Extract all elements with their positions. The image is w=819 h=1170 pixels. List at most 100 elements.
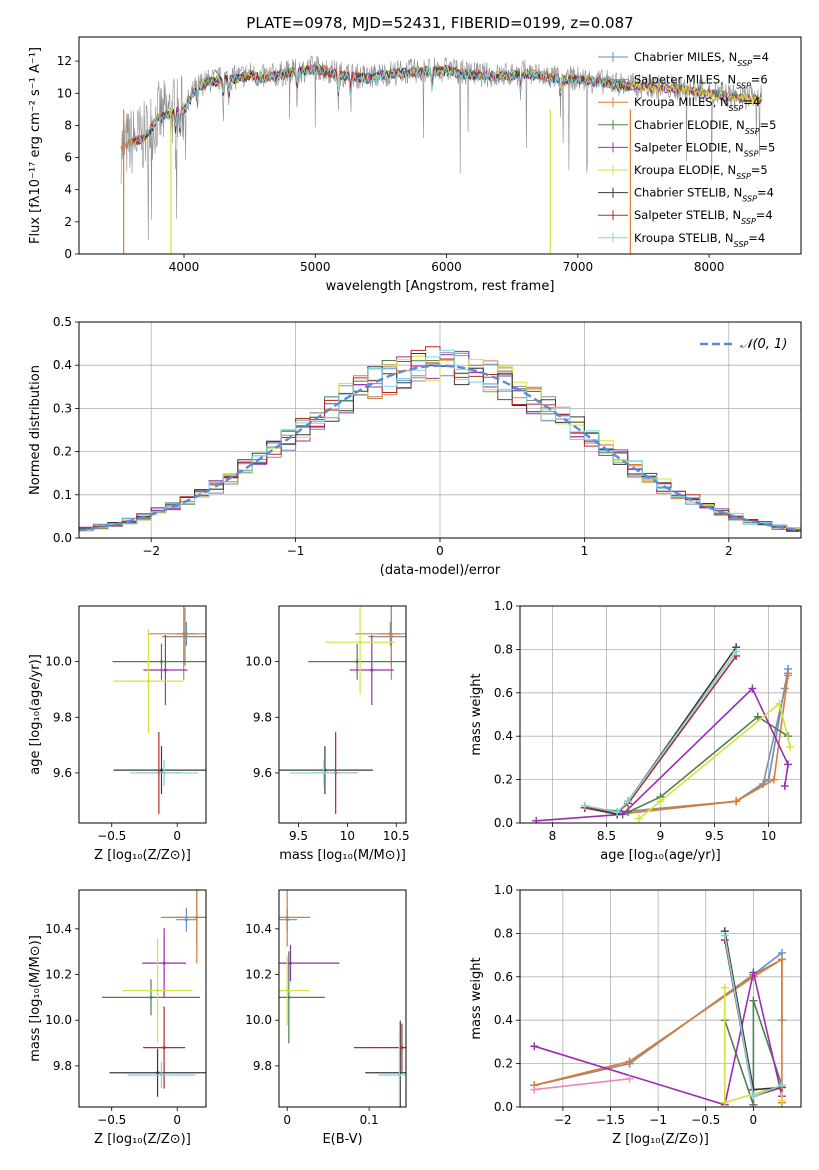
mass_vs_EBV-plot-area bbox=[279, 890, 406, 1107]
age_vs_Z-panel: −0.5 0 9.6 9.8 10.0 Z [log₁₀(Z/Z⊙)] age [log₁₀… bbox=[28, 605, 207, 863]
y-tick-label: 9.8 bbox=[253, 1059, 272, 1073]
x-tick-label: 0.1 bbox=[360, 1113, 379, 1127]
x-tick-label: 0 bbox=[436, 544, 444, 558]
axes-frame bbox=[519, 605, 802, 824]
y-tick-label: 9.6 bbox=[253, 766, 272, 780]
weight-marker bbox=[753, 712, 762, 721]
data-point bbox=[159, 1073, 163, 1077]
legend-entry: Kroupa ELODIE, NSSP=5 bbox=[634, 163, 768, 181]
weight-marker bbox=[749, 968, 758, 977]
weight-marker bbox=[748, 684, 757, 693]
y-tick-label: 0.2 bbox=[494, 1057, 513, 1071]
weight-marker bbox=[530, 1085, 539, 1094]
weight-marker bbox=[720, 1098, 729, 1107]
x-tick-label: 7000 bbox=[563, 260, 594, 274]
figure-title: PLATE=0978, MJD=52431, FIBERID=0199, z=0… bbox=[246, 14, 633, 32]
x-tick-label: 10 bbox=[340, 829, 355, 843]
y-tick-label: 6 bbox=[64, 151, 72, 165]
weight-marker bbox=[720, 931, 729, 940]
weight_vs_age-panel: 8 8.5 9 9.5 10 0.0 0.2 0.4 0.6 0.8 1.0 age [log₁₀(a… bbox=[469, 599, 802, 863]
data-point bbox=[397, 1073, 401, 1077]
axes-frame bbox=[519, 889, 802, 1108]
y-tick-label: 0.0 bbox=[53, 531, 72, 545]
data-point bbox=[322, 771, 326, 775]
weight-line bbox=[584, 715, 789, 813]
y-tick-label: 0.1 bbox=[53, 488, 72, 502]
weight-marker bbox=[786, 743, 795, 752]
weight-marker bbox=[532, 816, 541, 823]
y-tick-label: 0.2 bbox=[494, 773, 513, 787]
weight-marker bbox=[769, 775, 778, 784]
y-tick-label: 0.6 bbox=[494, 970, 513, 984]
weight-marker bbox=[780, 684, 789, 693]
x-tick-label: 9 bbox=[657, 829, 665, 843]
x-tick-label: 10.5 bbox=[383, 829, 410, 843]
legend-entry: Salpeter ELODIE, NSSP=5 bbox=[634, 140, 775, 158]
age_vs_Z-plot-area bbox=[112, 606, 206, 814]
x-axis-label: (data-model)/error bbox=[380, 563, 501, 578]
spectrum-panel: 4000 5000 6000 7000 8000 0 2 4 6 8 10 12 wavelength … bbox=[28, 36, 802, 294]
x-tick-label: 6000 bbox=[431, 260, 462, 274]
x-axis-label: Z [log₁₀(Z/Z⊙)] bbox=[94, 848, 191, 863]
data-point bbox=[195, 915, 199, 919]
weight-marker bbox=[613, 808, 622, 817]
data-point bbox=[162, 771, 166, 775]
model-spectrum-line bbox=[131, 63, 762, 143]
weight-marker bbox=[720, 983, 729, 992]
y-tick-label: 10.0 bbox=[45, 1013, 72, 1027]
y-tick-label: 10.2 bbox=[245, 968, 272, 982]
legend-entry: 𝒩(0, 1) bbox=[740, 337, 787, 352]
x-tick-label: 0 bbox=[173, 1113, 181, 1127]
y-tick-label: 9.8 bbox=[53, 710, 72, 724]
y-axis-label: age [log₁₀(age/yr)] bbox=[28, 654, 43, 775]
weight-marker bbox=[732, 797, 741, 806]
model-spectrum-line bbox=[131, 65, 631, 146]
y-axis-label: mass weight bbox=[469, 673, 484, 755]
data-point bbox=[162, 1046, 166, 1050]
x-axis-label: Z [log₁₀(Z/Z⊙)] bbox=[612, 1132, 709, 1147]
data-point bbox=[146, 679, 150, 683]
weight-marker bbox=[777, 1081, 786, 1090]
x-tick-label: 2 bbox=[725, 544, 733, 558]
legend-entry: Kroupa MILES, NSSP=4 bbox=[634, 95, 760, 113]
data-point bbox=[149, 995, 153, 999]
weight-marker bbox=[777, 1096, 786, 1105]
y-tick-label: 9.8 bbox=[53, 1059, 72, 1073]
mass_vs_EBV-panel: 0 0.1 9.8 10.0 10.2 10.4 E(B-V) bbox=[245, 889, 407, 1147]
data-point bbox=[288, 961, 292, 965]
weight-marker bbox=[530, 1042, 539, 1051]
y-tick-label: 0.5 bbox=[53, 315, 72, 329]
y-tick-label: 2 bbox=[64, 215, 72, 229]
data-point bbox=[358, 640, 362, 644]
y-axis-label: Flux [fλ10⁻¹⁷ erg cm⁻² s⁻¹ A⁻¹] bbox=[28, 47, 43, 244]
model-spectrum-line bbox=[131, 65, 631, 149]
axes-frame bbox=[78, 36, 802, 255]
weight-marker bbox=[784, 760, 793, 769]
weight-marker bbox=[784, 671, 793, 680]
histogram-step bbox=[79, 349, 801, 531]
weight-marker bbox=[732, 647, 741, 656]
y-tick-label: 0.2 bbox=[53, 445, 72, 459]
data-point bbox=[159, 660, 163, 664]
weight_vs_age-plot-area bbox=[532, 643, 795, 823]
data-point bbox=[162, 961, 166, 965]
x-tick-label: 8.5 bbox=[597, 829, 616, 843]
y-tick-label: 4 bbox=[64, 183, 72, 197]
y-tick-label: 12 bbox=[57, 54, 72, 68]
x-axis-label: Z [log₁₀(Z/Z⊙)] bbox=[94, 1132, 191, 1147]
y-tick-label: 10 bbox=[57, 86, 72, 100]
data-point bbox=[184, 918, 188, 922]
axes-frame bbox=[278, 889, 407, 1108]
age_vs_mass-panel: 9.5 10 10.5 9.6 9.8 10.0 mass [log₁₀(M/M⊙)] bbox=[245, 605, 410, 863]
axes-frame bbox=[78, 605, 207, 824]
weight_vs_Z-panel: −2 −1.5 −1 −0.5 0 0.0 0.2 0.4 0.6 0.8 1.0 Z [log₁₀(… bbox=[469, 883, 802, 1147]
x-tick-label: −1 bbox=[649, 1113, 667, 1127]
axes-frame bbox=[78, 889, 207, 1108]
weight-marker bbox=[749, 1100, 758, 1107]
y-tick-label: 9.8 bbox=[253, 710, 272, 724]
x-tick-label: 10 bbox=[761, 829, 776, 843]
y-tick-label: 0.4 bbox=[494, 1013, 513, 1027]
weight-marker bbox=[580, 801, 589, 810]
x-axis-label: age [log₁₀(age/yr)] bbox=[600, 848, 721, 863]
